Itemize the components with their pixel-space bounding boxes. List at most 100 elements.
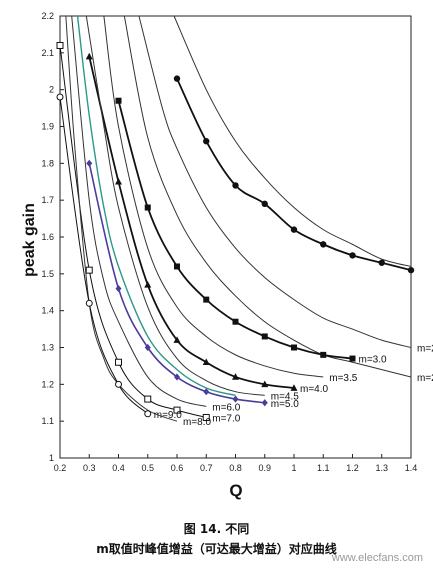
data-point [320,351,327,358]
data-point [173,336,181,343]
y-tick-label: 1.1 [41,416,54,426]
series-m-9.0 [56,93,152,418]
series-line [85,16,265,396]
y-tick-label: 1.8 [41,158,54,168]
data-point [115,358,122,366]
series-m-2.25 [138,16,411,348]
data-point [349,355,356,362]
y-tick-label: 1.9 [41,122,54,132]
data-point [115,97,122,104]
series-m-3.0 [115,97,356,362]
data-point [261,399,268,407]
data-point [144,343,151,352]
data-point [290,226,298,233]
data-point [56,41,64,49]
peak-gain-chart: 0.2 0.3 0.4 0.5 0.6 0.7 0.8 0.9 1 1.1 1.2 1.3 1.4 11… [21,11,433,500]
series-labels: m=2.25 m=2.5 m=3.0m=3.5m=4.0m=4.5m=5.0 m=6.… [154,344,433,429]
series-line [103,16,324,378]
data-point [232,318,239,325]
data-point [174,373,180,381]
data-point [232,182,239,189]
x-tick-label: 0.8 [229,463,242,473]
data-point [232,373,239,380]
series-m-8.0 [65,16,178,422]
data-point [202,413,210,421]
series-line [88,163,265,404]
x-tick-label: 0.9 [258,463,271,473]
series-line [71,16,207,407]
data-point [261,380,269,388]
data-point [144,281,152,288]
data-point [173,75,181,82]
data-point [85,299,93,307]
series-m-7.0 [56,41,210,421]
series-layer [56,16,415,422]
data-point [203,138,210,145]
series-label: m=9.0 [154,410,183,421]
x-tick-label: 1.2 [346,463,359,473]
data-point [144,204,151,211]
x-tick-label: 1.1 [317,463,330,473]
series-label: m=7.0 [212,413,241,424]
x-tick-label: 1.4 [405,463,418,473]
data-point [115,284,122,293]
series-label: m=3.5 [329,373,358,384]
series-label: m=8.0 [183,417,212,428]
series-line [76,16,236,397]
x-tick-label: 0.2 [54,463,67,473]
data-point [232,395,239,403]
series-curve-13 [173,75,415,274]
y-axis-title: peak gain [21,203,38,277]
series-label: m=2.5 [417,373,433,384]
series-m-2.5 [123,16,411,378]
data-point [349,252,356,259]
series-line [176,78,411,272]
data-point [115,177,122,185]
y-tick-label: 1.4 [41,306,54,316]
series-curve-7 [76,16,236,397]
data-point [320,241,327,248]
series-label: m=4.5 [271,391,300,402]
series-line [60,96,149,415]
series-m-6.0 [71,16,207,407]
y-tick-label: 1.5 [41,269,54,279]
y-tick-label: 2.2 [41,11,54,21]
y-tick-label: 1.7 [41,195,54,205]
series-m-5.0 [86,159,268,407]
x-tick-label: 0.6 [171,463,184,473]
x-axis-title: Q [229,481,242,500]
data-point [85,52,93,60]
series-line [138,16,411,348]
y-tick-label: 1.6 [41,232,54,242]
y-axis: 1 1.1 1.2 1.3 1.4 1.5 1.6 1.7 1.8 1.9 2 2.1 2.2 [41,11,64,463]
series-line [173,16,411,267]
data-point [407,266,415,274]
figure-caption: 图 14. 不同 [183,522,250,536]
data-point [203,296,210,303]
series-label: m=3.0 [359,355,388,366]
x-tick-label: 0.5 [141,463,154,473]
series-label: m=4.0 [300,384,329,395]
watermark: www.elecfans.com [331,552,423,564]
data-point [56,93,64,101]
x-axis: 0.2 0.3 0.4 0.5 0.6 0.7 0.8 0.9 1 1.1 1.2 1.3 1.4 [54,454,418,473]
x-tick-label: 0.3 [83,463,96,473]
x-tick-label: 1 [291,463,296,473]
data-point [261,333,268,340]
series-label: m=6.0 [212,402,241,413]
data-point [144,395,152,403]
series-m-4.5 [85,16,265,396]
y-tick-label: 2 [49,85,54,95]
series-m-4.0 [85,52,298,391]
x-tick-label: 0.4 [112,463,125,473]
series-m-3.5 [103,16,324,378]
series-label: m=2.25 [417,344,433,355]
y-tick-label: 1.2 [41,379,54,389]
y-tick-label: 1 [49,453,54,463]
x-tick-label: 0.7 [200,463,213,473]
data-point [144,410,152,418]
data-point [378,259,385,266]
data-point [261,200,268,208]
data-point [202,358,210,366]
series-label: m=5.0 [271,399,300,410]
